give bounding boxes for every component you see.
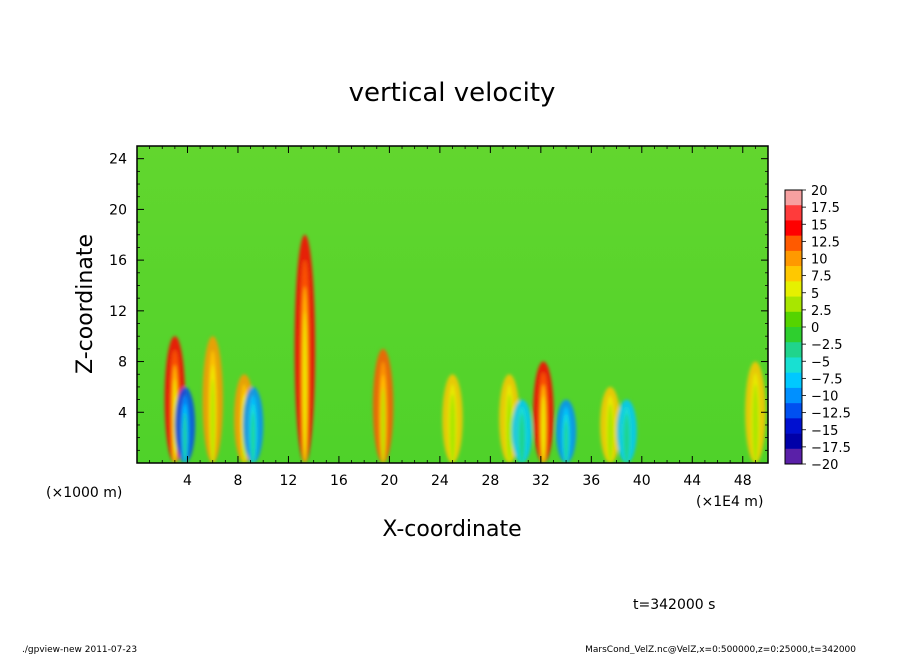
colorbar-swatch [785,281,802,297]
colorbar-label: −15 [811,424,838,439]
colorbar-swatch [785,220,802,236]
chart-title: vertical velocity [349,78,556,108]
x-tick-label: 16 [330,473,348,489]
colorbar-swatch [785,190,802,206]
updraft-7 [533,361,554,463]
y-tick-label: 20 [109,202,127,218]
updraft-layer [381,387,386,463]
updraft-layer [608,412,613,463]
colorbar-label: −5 [811,355,830,370]
colorbar-label: 17.5 [811,201,840,216]
colorbar-swatch [785,372,802,389]
downdraft-1 [242,386,264,463]
downdraft-3 [555,399,577,463]
downdraft-layer [251,412,256,463]
colorbar-swatch [785,235,802,252]
colorbar-label: 0 [811,321,819,336]
downdraft-layer [624,420,629,463]
downdraft-layer [519,420,524,463]
colorbar-label: 20 [811,184,828,199]
colorbar-swatch [785,433,802,450]
updraft-layer [541,395,546,463]
x-tick-label: 8 [233,473,242,489]
colorbar-label: 10 [811,253,828,268]
colorbar-label: −2.5 [811,338,843,353]
x-tick-label: 36 [582,473,600,489]
colorbar-label: −20 [811,458,838,473]
updraft-3 [294,234,316,463]
colorbar-label: 15 [811,218,828,233]
colorbar-swatch [785,296,802,313]
colorbar-label: 12.5 [811,235,840,250]
colorbar-label: 2.5 [811,304,832,319]
downdraft-layer [183,412,187,463]
time-label: t=342000 s [633,597,715,613]
y-tick-label: 24 [109,152,127,168]
x-tick-label: 12 [280,473,298,489]
updraft-layer [210,378,215,463]
updraft-8 [600,386,621,463]
updraft-layer [302,311,307,463]
colorbar-label: −10 [811,390,838,405]
x-unit-left: (×1000 m) [46,485,122,501]
updraft-layer [507,404,512,463]
x-unit-right: (×1E4 m) [696,494,763,510]
colorbar-label: −7.5 [811,372,843,387]
colorbar-swatch [785,418,802,434]
colorbar-swatch [785,448,802,465]
x-tick-label: 48 [734,473,752,489]
y-tick-label: 16 [109,253,127,269]
colorbar-label: 5 [811,287,819,302]
x-tick-label: 28 [481,473,499,489]
colorbar-swatch [785,403,802,419]
y-axis-label: Z-coordinate [73,234,98,374]
x-tick-label: 32 [532,473,550,489]
downdraft-layer [564,420,569,463]
x-tick-label: 20 [380,473,398,489]
x-tick-label: 4 [183,473,192,489]
downdraft-2 [511,399,533,463]
x-tick-label: 44 [683,473,701,489]
colorbar-label: −17.5 [811,441,851,456]
updraft-4 [372,348,394,463]
updraft-5 [442,374,463,463]
colorbar-swatch [785,327,802,343]
downdraft-0 [174,386,196,463]
updraft-layer [450,404,455,463]
colorbar-swatch [785,387,802,404]
colorbar-swatch [785,266,802,282]
colorbar: 20 17.5 15 12.5 10 7.5 5 2.5 0 −2.5 −5 −7.5 −10 −12.5… [784,184,851,473]
updraft-1 [202,336,223,463]
y-tick-label: 8 [118,355,127,371]
x-tick-label: 24 [431,473,449,489]
colorbar-swatch [785,311,802,328]
y-tick-label: 12 [109,304,127,320]
colorbar-label: 7.5 [811,270,832,285]
downdraft-4 [616,399,637,463]
y-tick-label: 4 [118,405,127,421]
x-axis-label: X-coordinate [382,517,521,542]
footer-right: MarsCond_VelZ.nc@VelZ,x=0:500000,z=0:250… [585,645,856,654]
x-tick-label: 40 [633,473,651,489]
updraft-9 [745,361,766,463]
colorbar-swatch [785,357,802,373]
updraft-layer [753,395,758,463]
colorbar-swatch [785,342,802,358]
colorbar-swatch [785,205,802,221]
colorbar-label: −12.5 [811,407,851,422]
footer-left: ./gpview-new 2011-07-23 [22,645,137,654]
colorbar-swatch [785,250,802,267]
